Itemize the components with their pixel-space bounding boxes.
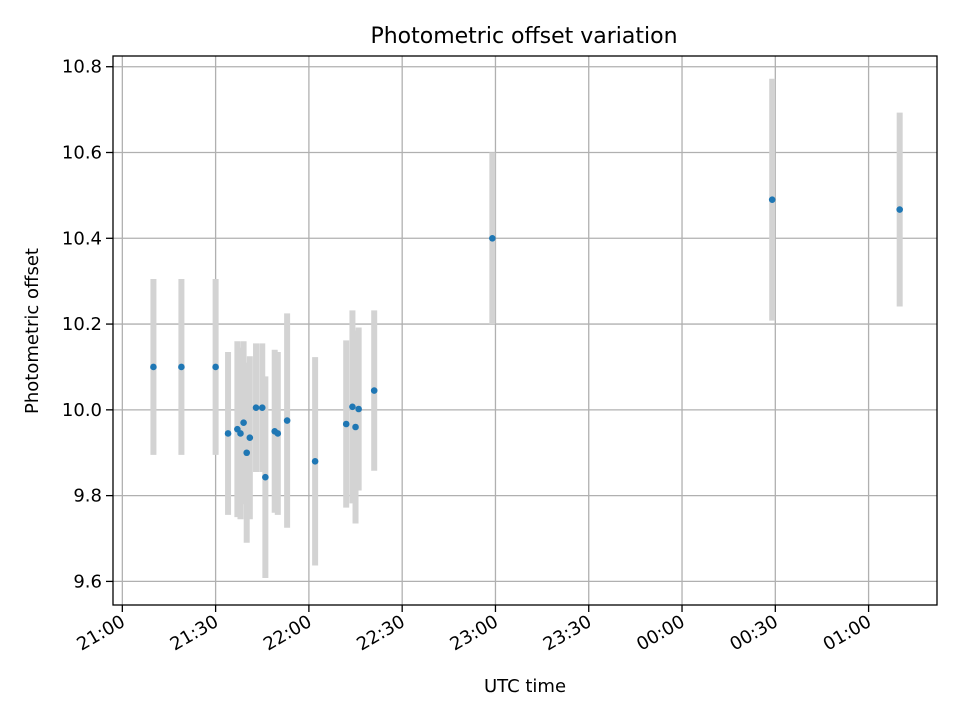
data-point: [489, 234, 496, 242]
x-tick-label: 21:30: [167, 611, 222, 655]
error-bars: [150, 78, 903, 578]
x-tick-label: 00:00: [633, 611, 688, 655]
y-tick-label: 9.6: [73, 571, 102, 592]
y-tick-label: 10.4: [62, 228, 102, 249]
data-point: [246, 434, 254, 442]
x-tick-label: 00:30: [726, 611, 781, 655]
data-point: [283, 417, 291, 424]
data-point: [355, 405, 362, 413]
grid: [113, 56, 937, 605]
data-point: [240, 419, 247, 427]
plot-frame: [112, 55, 938, 606]
x-axis: 21:00 21:30 22:00 22:30 23:00 23:30 00:00 00:30…: [73, 605, 875, 655]
data-points: [150, 196, 903, 481]
y-axis-label: Photometric offset: [22, 248, 43, 414]
x-axis-label: UTC time: [484, 676, 566, 697]
x-tick-label: 23:00: [447, 611, 502, 655]
chart-title: Photometric offset variation: [370, 24, 677, 49]
x-tick-label: 22:30: [353, 611, 408, 655]
x-tick-label: 01:00: [820, 611, 875, 655]
data-point: [274, 430, 282, 437]
data-point: [768, 196, 776, 203]
data-point: [370, 387, 378, 394]
y-tick-label: 10.6: [62, 143, 102, 164]
y-tick-label: 10.0: [62, 400, 102, 421]
x-tick-label: 21:00: [73, 611, 128, 655]
data-point: [311, 458, 319, 465]
y-axis: 9.6 9.8 10.0 10.2 10.4 10.6 10.8: [62, 57, 113, 592]
data-point: [237, 430, 244, 437]
data-point: [212, 363, 219, 371]
x-tick-label: 23:30: [540, 611, 595, 655]
data-point: [352, 423, 359, 431]
data-point: [258, 404, 266, 412]
data-point: [349, 403, 356, 411]
data-point: [342, 420, 350, 428]
data-point: [224, 430, 232, 437]
x-tick-label: 22:00: [260, 611, 315, 655]
data-point: [262, 473, 269, 481]
y-tick-label: 9.8: [73, 486, 102, 507]
data-point: [896, 206, 903, 213]
data-point: [243, 449, 251, 457]
data-point: [252, 404, 260, 412]
data-point: [178, 363, 185, 371]
data-point: [150, 363, 157, 371]
y-tick-label: 10.2: [62, 314, 102, 335]
y-tick-label: 10.8: [62, 57, 102, 78]
